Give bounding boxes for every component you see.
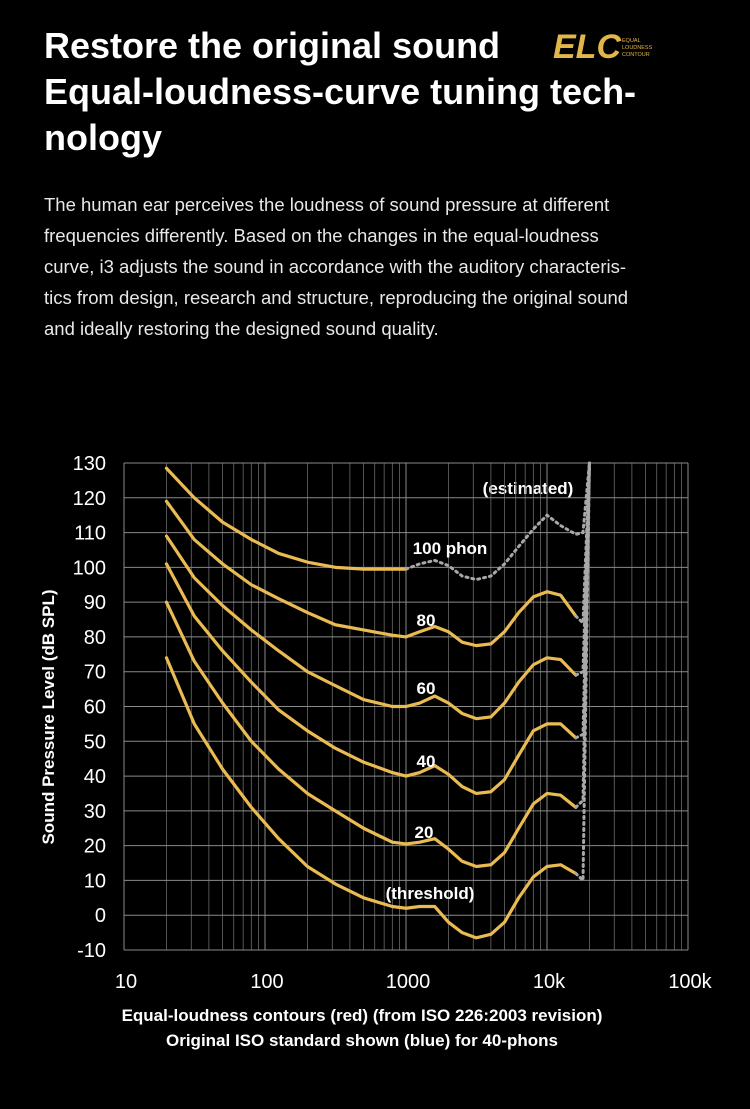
- curve: [164, 656, 578, 940]
- y-tick-label: 20: [84, 836, 106, 858]
- series-label: (threshold): [386, 884, 475, 903]
- curve: [164, 466, 408, 571]
- y-tick-label: 50: [84, 731, 106, 753]
- series-label: 20: [415, 823, 434, 842]
- paragraph-line: frequencies differently. Based on the ch…: [44, 225, 599, 246]
- paragraph-line: The human ear perceives the loudness of …: [44, 194, 609, 215]
- title-line: Restore the original sound: [44, 25, 500, 66]
- logo: ELC EQUAL LOUDNESS CONTOUR: [553, 28, 653, 66]
- curves: (threshold) 20 40 60 80 100 phon: [164, 461, 591, 940]
- y-tick-label: 40: [84, 766, 106, 788]
- y-tick-label: 100: [73, 557, 106, 579]
- x-tick-label: 10: [115, 971, 137, 993]
- series-label: 40: [417, 752, 436, 771]
- series-label: 100 phon: [413, 539, 488, 558]
- series-label: 80: [417, 611, 436, 630]
- y-tick-label: 90: [84, 592, 106, 614]
- y-tick-label: 30: [84, 801, 106, 823]
- y-tick-label: 120: [73, 488, 106, 510]
- x-tick-label: 1000: [386, 971, 431, 993]
- logo-text: CONTOUR: [622, 52, 650, 58]
- y-tick-label: 60: [84, 697, 106, 719]
- curve: [164, 600, 578, 869]
- curve: [164, 499, 578, 648]
- curve: [164, 534, 578, 721]
- y-tick-label: -10: [77, 940, 106, 962]
- y-tick-label: 130: [73, 453, 106, 475]
- y-tick-label: 10: [84, 870, 106, 892]
- title-line: Equal-loudness-curve tuning tech-: [44, 71, 636, 112]
- x-tick-label: 100: [250, 971, 283, 993]
- x-tick-label: 10k: [533, 971, 566, 993]
- y-tick-label: 0: [95, 905, 106, 927]
- paragraph-line: and ideally restoring the designed sound…: [44, 318, 439, 339]
- logo-mark: ELC: [553, 28, 621, 66]
- estimated-curve: [574, 461, 591, 627]
- x-axis-label: Original ISO standard shown (blue) for 4…: [166, 1031, 558, 1050]
- annotation: (estimated): [483, 479, 574, 498]
- logo-text: EQUAL: [622, 38, 641, 44]
- y-tick-label: 80: [84, 627, 106, 649]
- estimated-curve: [574, 461, 591, 677]
- x-axis-label: Equal-loudness contours (red) (from ISO …: [122, 1006, 603, 1025]
- x-tick-label: 100k: [668, 971, 712, 993]
- logo-text: LOUDNESS: [622, 45, 653, 51]
- y-tick-label: 110: [74, 523, 106, 545]
- series-label: 60: [417, 679, 436, 698]
- curve: [164, 562, 578, 796]
- title-line: nology: [44, 117, 162, 158]
- estimated-curve: [404, 461, 591, 582]
- y-axis-label: Sound Pressure Level (dB SPL): [39, 589, 58, 844]
- paragraph-line: curve, i3 adjusts the sound in accordanc…: [44, 256, 626, 277]
- paragraph-line: tics from design, research and structure…: [44, 287, 628, 308]
- y-tick-label: 70: [84, 662, 106, 684]
